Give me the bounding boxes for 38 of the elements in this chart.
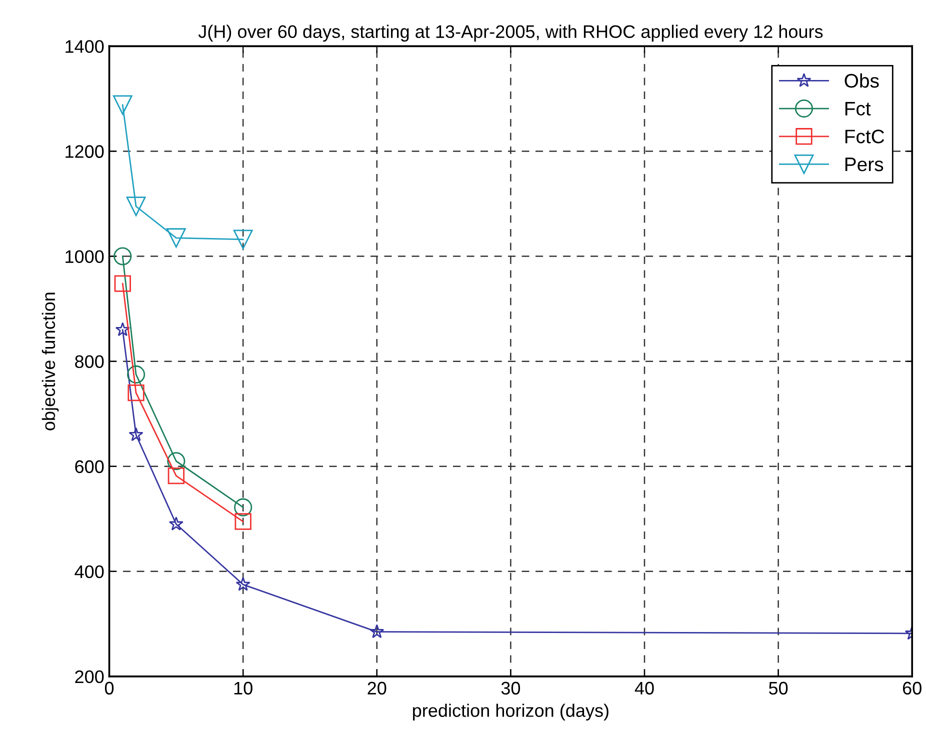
y-tick-label: 200 [75, 670, 104, 684]
point [115, 322, 130, 336]
legend-label: FctC [845, 130, 884, 144]
y-tick-label: 800 [75, 355, 104, 368]
point [234, 498, 252, 516]
point [168, 516, 184, 530]
point [127, 365, 146, 384]
legend-label: Obs [844, 73, 879, 88]
x-tick-label: 60 [902, 682, 922, 695]
y-tick-label: 600 [75, 460, 104, 474]
point [233, 230, 253, 250]
point [128, 384, 144, 402]
point [168, 467, 185, 484]
point [128, 427, 144, 442]
x-tick-label: 50 [768, 682, 788, 695]
x-tick-label: 40 [634, 682, 654, 695]
point [126, 196, 146, 216]
y-tick-label: 1200 [66, 145, 104, 158]
point [112, 95, 132, 115]
point [234, 513, 252, 530]
x-tick-label: 20 [368, 682, 386, 695]
x-axis-title: prediction horizon (days) [413, 704, 608, 721]
point [114, 275, 131, 292]
y-axis-title: objective function [42, 292, 59, 430]
legend-label: Pers [845, 158, 884, 172]
point [236, 576, 250, 591]
x-tick-label: 30 [501, 682, 520, 695]
point [166, 228, 186, 248]
point [370, 624, 384, 638]
point [167, 452, 186, 470]
x-tick-label: 10 [234, 682, 252, 695]
chart-title: J(H) over 60 days, starting at 13-Apr-2005, with RHOC applied every 12 hours [198, 24, 823, 42]
legend-label: Fct [845, 102, 871, 116]
y-tick-label: 1000 [66, 250, 104, 263]
x-tick-label: 0 [104, 682, 114, 695]
y-tick-label: 1400 [66, 40, 104, 53]
point [114, 247, 132, 266]
y-tick-label: 400 [74, 565, 104, 578]
